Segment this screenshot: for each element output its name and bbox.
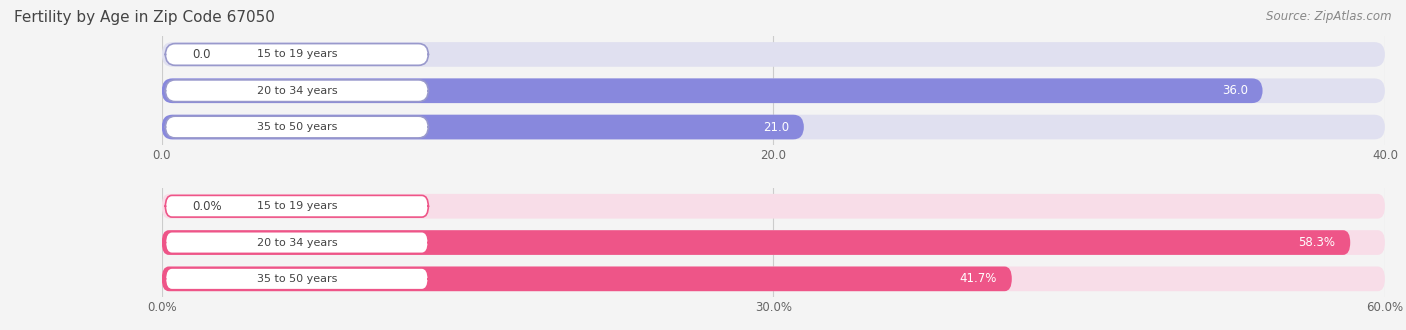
FancyBboxPatch shape <box>166 116 429 138</box>
Text: Fertility by Age in Zip Code 67050: Fertility by Age in Zip Code 67050 <box>14 10 276 25</box>
FancyBboxPatch shape <box>166 44 429 65</box>
FancyBboxPatch shape <box>166 232 429 253</box>
FancyBboxPatch shape <box>162 79 1385 103</box>
FancyBboxPatch shape <box>162 267 1385 291</box>
Text: 35 to 50 years: 35 to 50 years <box>257 122 337 132</box>
Text: 15 to 19 years: 15 to 19 years <box>257 201 337 211</box>
Text: 0.0%: 0.0% <box>193 200 222 213</box>
FancyBboxPatch shape <box>166 268 429 290</box>
Text: 58.3%: 58.3% <box>1299 236 1336 249</box>
Text: 41.7%: 41.7% <box>960 272 997 285</box>
FancyBboxPatch shape <box>162 267 1012 291</box>
FancyBboxPatch shape <box>162 194 1385 218</box>
FancyBboxPatch shape <box>162 115 804 139</box>
FancyBboxPatch shape <box>162 79 1263 103</box>
Text: 0.0: 0.0 <box>193 48 211 61</box>
FancyBboxPatch shape <box>162 115 1385 139</box>
Text: 21.0: 21.0 <box>763 120 789 134</box>
FancyBboxPatch shape <box>162 230 1385 255</box>
FancyBboxPatch shape <box>166 80 429 102</box>
Text: 36.0: 36.0 <box>1222 84 1249 97</box>
Text: 35 to 50 years: 35 to 50 years <box>257 274 337 284</box>
Text: 20 to 34 years: 20 to 34 years <box>256 238 337 248</box>
Text: Source: ZipAtlas.com: Source: ZipAtlas.com <box>1267 10 1392 23</box>
FancyBboxPatch shape <box>162 230 1350 255</box>
FancyBboxPatch shape <box>162 42 1385 67</box>
Text: 15 to 19 years: 15 to 19 years <box>257 50 337 59</box>
FancyBboxPatch shape <box>166 195 429 217</box>
Text: 20 to 34 years: 20 to 34 years <box>256 86 337 96</box>
